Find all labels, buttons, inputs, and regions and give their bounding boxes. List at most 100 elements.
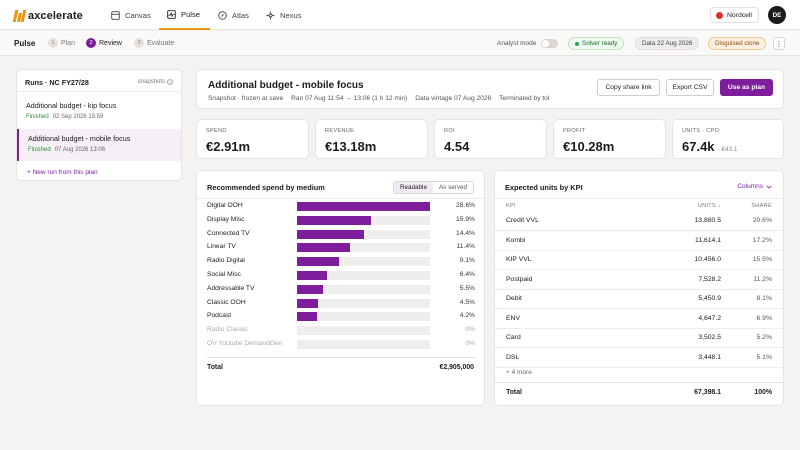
bar-value-label: 28.6% [456,202,475,209]
status-dot-icon [575,41,579,46]
column-header-units[interactable]: UNITS ↓ [697,203,721,209]
table-row[interactable]: KIP VVL 10,456.0 15.5% [495,251,783,270]
bar-value-label: 0% [465,340,475,347]
bar [297,271,327,280]
export-csv-button[interactable]: Export CSV [666,79,714,96]
table-row[interactable]: Postpaid 7,528.2 11.2% [495,271,783,290]
use-as-plan-button[interactable]: Use as plan [720,79,773,96]
bar [297,312,317,322]
logo-text: axcelerate [28,9,83,22]
divider [17,91,181,92]
snapshots-link[interactable]: snapshots [138,79,173,85]
run-meta-line: Snapshot · frozen at save Ran 07 Aug 11:… [208,95,549,102]
readable-toggle[interactable]: Readable [394,182,433,193]
show-more-link[interactable]: + 4 more [506,369,532,376]
bar-label: Podcast [207,312,232,320]
kpi-roi: ROI 4.54 [434,119,547,159]
bar-label: Radio Digital [207,257,245,265]
bar-label: Social Misc [207,271,241,278]
run-header: Additional budget - mobile focus Snapsho… [196,69,784,109]
tab-label: Canvas [125,10,151,20]
bar-row: OV Youtube DemandGen 0% [207,338,475,351]
step-label: Plan [61,39,76,47]
total-label: Total [506,389,522,396]
app-logo[interactable]: axcelerate [12,9,83,22]
share-cell: 20.6% [752,217,772,224]
bar-label: Display Misc [207,215,245,223]
step-number: 1 [48,38,58,48]
chevron-down-icon [766,185,772,189]
divider [207,357,475,358]
units-cell: 4,647.2 [698,314,721,322]
bar-track [297,229,430,239]
run-status: Finished [28,147,51,153]
columns-button[interactable]: Columns [737,183,772,190]
column-header-share[interactable]: SHARE [751,203,772,209]
tab-atlas[interactable]: Atlas [217,0,249,30]
units-cell: 3,502.5 [698,334,721,341]
kpi-cell: Debit [506,295,522,302]
bar-value-label: 11.4% [456,243,475,251]
as-served-toggle[interactable]: As served [432,182,473,193]
tab-label: Nexus [280,10,302,20]
bar [297,202,430,211]
more-options-button[interactable]: ⋮ [773,37,785,50]
tab-nexus[interactable]: Nexus [265,0,302,30]
kpi-value-text: €2.91m [206,139,251,154]
copy-share-link-button[interactable]: Copy share link [597,79,660,96]
bar-value-label: 6.4% [459,271,475,278]
table-row[interactable]: Credit VVL 13,880.5 20.6% [495,212,783,231]
view-toggle: Readable As served [393,181,474,194]
units-cell: 3,448.1 [698,353,721,361]
bar-label: Addressable TV [207,284,255,292]
share-cell: 8.1% [756,295,773,302]
total-share: 100% [754,389,772,396]
kpi-label: REVENUE [325,128,355,134]
column-header-kpi[interactable]: KPI [506,203,516,209]
table-row[interactable]: ENV 4,647.2 6.9% [495,310,783,329]
compass-icon [217,10,227,20]
step-review[interactable]: 2 Review [86,38,122,48]
tab-pulse[interactable]: Pulse [159,0,210,30]
bar [297,257,340,267]
bar [297,284,323,294]
bar-row: Podcast 4.2% [207,310,475,323]
logo-icon [12,9,27,22]
runs-title: Runs · NC FY27/28 [25,78,89,87]
divider [495,382,783,383]
table-row[interactable]: Debit 5,450.9 8.1% [495,290,783,309]
bar-value-label: 5.5% [459,284,475,292]
kpi-profit: PROFIT €10.28m [553,119,666,159]
solver-status-badge: Solver ready [568,37,625,50]
table-row[interactable]: Card 3,502.5 5.2% [495,329,783,348]
run-item-active[interactable]: Additional budget - mobile focus Finishe… [17,129,181,161]
bar-label: Digital OOH [207,202,243,209]
share-cell: 5.1% [756,353,773,361]
step-plan[interactable]: 1 Plan [48,38,75,48]
bar-track [297,284,430,294]
bar-row: Linear TV 11.4% [207,241,475,254]
bar [297,243,350,253]
kpi-units-cpo: UNITS · CPO 67.4k · €43.1 [672,119,784,159]
new-run-link[interactable]: + New run from this plan [27,169,98,176]
run-item[interactable]: Additional budget - kip focus Finished 0… [17,96,181,128]
org-switcher[interactable]: Nordcell [710,7,759,23]
kpi-value: €13.18m [325,139,376,154]
step-number: 3 [134,38,144,48]
vintage-info: Data vintage 07 Aug 2026 [415,95,492,102]
step-evaluate[interactable]: 3 Evaluate [134,38,174,48]
columns-label: Columns [737,183,763,190]
run-date: 02 Sep 2026 15:59 [52,114,104,120]
kpi-label: SPEND [206,128,227,134]
table-row[interactable]: Kombi 11,614.1 17.2% [495,232,783,251]
avatar[interactable]: DE [768,6,786,24]
table-row[interactable]: DSL 3,448.1 5.1% [495,349,783,368]
ran-info: Ran 07 Aug 11:54 → 13:06 (1 h 12 min) [291,95,408,102]
run-meta: Finished 02 Sep 2026 15:59 [26,114,172,120]
bar-row: Digital OOH 28.6% [207,200,475,213]
tab-canvas[interactable]: Canvas [110,0,151,30]
run-date: 07 Aug 2026 13:06 [54,147,106,153]
analyst-mode: Analyst mode [497,39,559,48]
analyst-mode-toggle[interactable] [541,39,559,48]
kpi-label: ROI [444,128,455,134]
